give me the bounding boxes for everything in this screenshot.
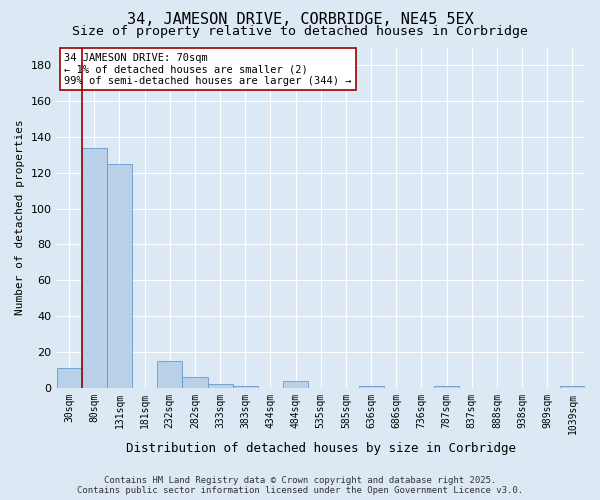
Text: Size of property relative to detached houses in Corbridge: Size of property relative to detached ho… [72,25,528,38]
Bar [182,377,208,388]
Bar [233,386,258,388]
Bar [283,380,308,388]
Bar [82,148,107,388]
Text: 34, JAMESON DRIVE, CORBRIDGE, NE45 5EX: 34, JAMESON DRIVE, CORBRIDGE, NE45 5EX [127,12,473,28]
X-axis label: Distribution of detached houses by size in Corbridge: Distribution of detached houses by size … [126,442,516,455]
Bar [56,368,82,388]
Bar [359,386,383,388]
Bar [157,361,182,388]
Y-axis label: Number of detached properties: Number of detached properties [15,120,25,316]
Text: Contains HM Land Registry data © Crown copyright and database right 2025.
Contai: Contains HM Land Registry data © Crown c… [77,476,523,495]
Bar [560,386,585,388]
Bar [107,164,132,388]
Bar [208,384,233,388]
Text: 34 JAMESON DRIVE: 70sqm
← 1% of detached houses are smaller (2)
99% of semi-deta: 34 JAMESON DRIVE: 70sqm ← 1% of detached… [64,52,352,86]
Bar [434,386,459,388]
